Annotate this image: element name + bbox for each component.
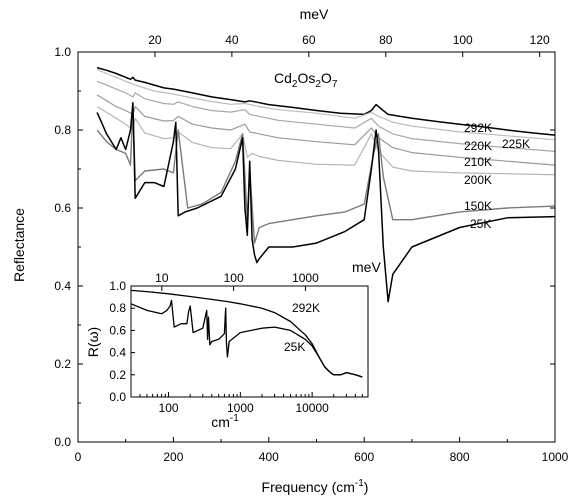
inset-series-line-25k	[130, 299, 363, 378]
x-axis-title-main: Frequency (cm	[262, 479, 355, 495]
x-tick-label: 200	[163, 450, 183, 464]
inset-y-tick-label: 0.0	[109, 390, 126, 404]
inset-frame	[130, 285, 369, 398]
top-tick-label: 60	[302, 33, 316, 47]
x-tick-label: 0	[75, 450, 82, 464]
inset-y-axis-title: R(ω)	[85, 327, 101, 357]
inset-x-axis-title-main: cm	[211, 414, 230, 430]
top-tick-label: 40	[225, 33, 239, 47]
series-line-25k	[96, 101, 556, 303]
top-tick-label: 80	[379, 33, 393, 47]
inset-plot-area: 292K 25K 100 1000 10000 0.0 0.2 0.4 0.6 0.8 1.0 10 1…	[85, 259, 381, 430]
inset-top-tick-label: 1000	[292, 271, 319, 285]
inset-x-axis-title: cm-1	[211, 413, 239, 430]
inset-x-tick-label: 100	[159, 401, 179, 415]
title-cd: Cd	[274, 70, 292, 86]
series-label-225k: 225K	[502, 137, 530, 151]
series-label-150k: 150K	[464, 199, 492, 213]
inset-y-tick-label: 0.6	[109, 323, 126, 337]
inset-top-axis-title: meV	[352, 259, 381, 275]
title-o: O	[321, 70, 332, 86]
inset-series-label-25k: 25K	[284, 340, 305, 354]
top-axis-title: meV	[300, 6, 329, 22]
series-line-220k	[96, 80, 556, 152]
inset-y-tick-label: 0.8	[109, 301, 126, 315]
series-label-210k: 210K	[464, 155, 492, 169]
y-tick-label: 0.8	[54, 123, 71, 137]
inset-top-tick-label: 100	[224, 271, 244, 285]
chart-title: Cd2Os2O7	[274, 70, 338, 90]
inset-x-axis-title-sup: -1	[230, 413, 239, 424]
x-axis-title-close: )	[364, 479, 369, 495]
series-label-200k: 200K	[464, 173, 492, 187]
top-tick-label: 100	[453, 33, 473, 47]
y-tick-label: 0.0	[54, 435, 71, 449]
inset-series-label-292k: 292K	[292, 301, 320, 315]
series-label-220k: 220K	[464, 139, 492, 153]
inset-top-tick-label: 10	[155, 271, 169, 285]
inset-x-tick-label: 10000	[295, 401, 329, 415]
title-sub-3: 7	[332, 79, 338, 90]
x-tick-label: 800	[450, 450, 470, 464]
series-line-292k	[96, 66, 556, 136]
y-tick-label: 0.6	[54, 201, 71, 215]
inset-y-tick-label: 0.2	[109, 368, 126, 382]
inset-x-tick-label: 1000	[227, 401, 254, 415]
y-tick-label: 0.4	[54, 279, 71, 293]
series-label-292k: 292K	[464, 121, 492, 135]
inset-y-tick-label: 0.4	[109, 346, 126, 360]
series-label-25k: 25K	[470, 217, 491, 231]
top-tick-label: 120	[530, 33, 550, 47]
x-tick-label: 1000	[542, 450, 569, 464]
y-tick-label: 0.2	[54, 357, 71, 371]
title-sub-2: 2	[315, 79, 321, 90]
y-axis-title: Reflectance	[11, 208, 27, 282]
y-tick-label: 1.0	[54, 45, 71, 59]
series-line-225k	[96, 69, 556, 141]
x-tick-label: 600	[354, 450, 374, 464]
inset-y-tick-label: 1.0	[109, 279, 126, 293]
title-sub-1: 2	[292, 79, 298, 90]
top-tick-label: 20	[148, 33, 162, 47]
inset-background	[131, 286, 368, 397]
x-axis-title-sup: -1	[355, 478, 364, 489]
title-os: Os	[297, 70, 315, 86]
x-tick-label: 400	[259, 450, 279, 464]
x-axis-title: Frequency (cm-1)	[262, 478, 369, 495]
